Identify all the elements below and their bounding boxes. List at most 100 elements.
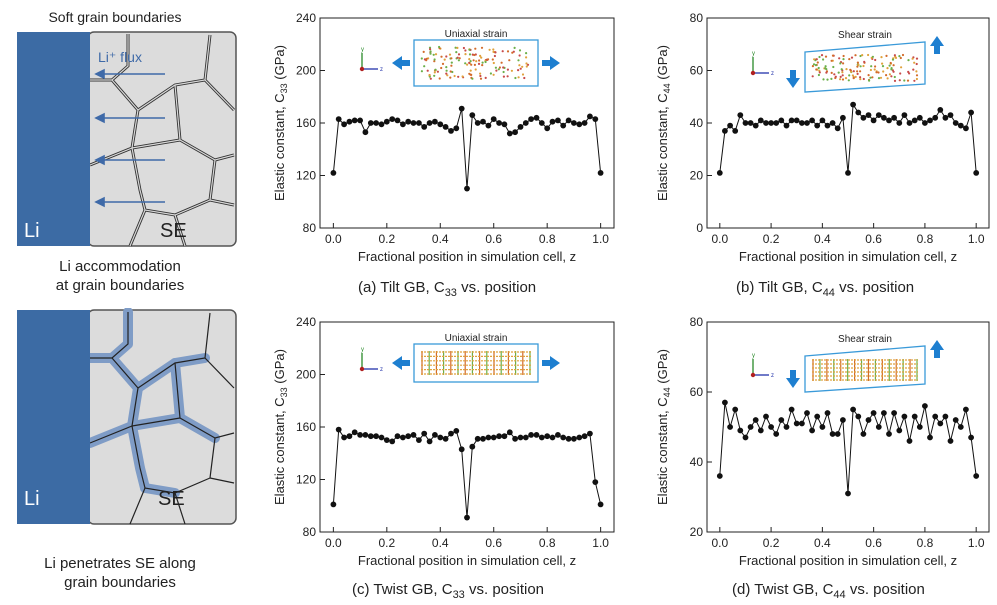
data-point: [560, 434, 567, 441]
data-point: [901, 112, 908, 118]
lattice-atom: [420, 70, 423, 73]
axis-triad-z-label: z: [380, 67, 383, 73]
strain-arrow-up: [930, 340, 944, 358]
lattice-atom: [842, 62, 845, 65]
x-tick-label: 0.4: [432, 232, 449, 246]
data-point: [763, 120, 769, 126]
data-point: [394, 433, 401, 440]
data-point: [362, 432, 369, 438]
data-point: [383, 437, 390, 443]
y-axis-label: Elastic constant, C33 (GPa): [272, 349, 289, 505]
lattice-atom: [517, 76, 520, 79]
data-point: [496, 120, 502, 126]
data-point: [742, 434, 749, 441]
data-point: [932, 413, 939, 420]
lattice-atom: [862, 64, 865, 68]
data-point: [855, 109, 862, 116]
strain-inset: y z Uniaxial strain: [359, 29, 560, 87]
data-point: [927, 434, 933, 441]
lattice-atom: [514, 76, 517, 80]
lattice-atom: [886, 67, 889, 70]
lattice-atom: [900, 66, 903, 69]
x-tick-label: 0.4: [432, 536, 449, 550]
lattice-atom: [824, 67, 827, 70]
lattice-atom: [453, 74, 456, 78]
lattice-atom: [811, 65, 814, 68]
y-tick-label: 20: [690, 169, 704, 183]
strain-arrow-right: [542, 356, 560, 370]
lattice-atom: [497, 68, 500, 71]
lattice-atom: [438, 77, 441, 80]
lattice-atom: [894, 56, 898, 60]
lattice-atom: [915, 62, 918, 66]
data-point: [421, 430, 428, 437]
lattice-atom: [474, 47, 477, 50]
lattice-atom: [911, 57, 914, 60]
data-point: [957, 424, 964, 430]
lattice-atom: [893, 75, 896, 79]
li-label-bottom: Li: [24, 488, 40, 510]
lattice-atom: [890, 75, 893, 78]
data-point: [335, 426, 342, 433]
y-tick-label: 60: [690, 385, 704, 399]
strain-inset: y z Shear strain: [750, 334, 944, 393]
lattice-atom: [913, 61, 916, 64]
data-point: [778, 417, 785, 423]
data-point: [351, 429, 358, 436]
x-tick-label: 1.0: [968, 232, 985, 246]
data-point: [973, 473, 980, 479]
lattice-atom: [525, 62, 528, 65]
lattice-atom: [434, 53, 438, 56]
x-tick-label: 0.0: [711, 232, 728, 246]
data-point: [845, 170, 851, 176]
y-tick-label: 200: [296, 64, 316, 78]
lattice-atom: [854, 75, 857, 78]
x-tick-label: 0.2: [763, 536, 780, 550]
lattice-atom: [445, 66, 448, 69]
lattice-atom: [443, 58, 446, 61]
data-point: [824, 122, 831, 129]
lattice-atom: [468, 58, 471, 61]
top-illustration-title: Soft grain boundaries: [48, 9, 182, 25]
x-tick-label: 0.6: [485, 232, 502, 246]
lattice-atom: [869, 76, 872, 79]
data-point: [727, 424, 733, 430]
data-point: [865, 112, 872, 118]
data-point: [968, 109, 974, 116]
lattice-atom: [448, 53, 452, 56]
lattice-atom: [422, 50, 425, 54]
lattice-atom: [830, 71, 833, 74]
data-point: [549, 118, 556, 125]
x-tick-label: 0.2: [378, 232, 395, 246]
data-point: [506, 130, 513, 137]
data-point: [840, 417, 846, 423]
data-point: [538, 120, 545, 126]
data-point: [597, 170, 604, 176]
data-point: [367, 120, 374, 126]
lattice-atom: [521, 73, 525, 76]
data-point: [501, 433, 508, 440]
data-point: [896, 427, 903, 434]
data-point: [963, 125, 969, 132]
lattice-atom: [817, 73, 820, 77]
bottom-illustration-caption-2: grain boundaries: [64, 574, 176, 591]
lattice-atom: [842, 54, 845, 58]
lattice-atom: [479, 72, 482, 75]
lattice-atom: [893, 54, 896, 57]
grain-boundaries-bottom: [89, 312, 235, 525]
lattice-atom: [854, 54, 857, 57]
lattice-atom: [433, 71, 436, 74]
caption-d: (d) Twist GB, C44 vs. position: [732, 581, 925, 601]
lattice-atom: [874, 58, 877, 62]
lattice-atom: [859, 54, 862, 58]
lattice-atom: [875, 71, 878, 74]
data-point: [906, 120, 913, 126]
lattice-atom: [817, 66, 820, 70]
data-point: [952, 417, 959, 423]
lattice-atom: [456, 56, 459, 59]
data-point: [788, 117, 795, 124]
data-point: [469, 112, 476, 118]
y-tick-label: 120: [296, 473, 316, 487]
data-point: [480, 118, 486, 125]
lattice-atom: [519, 67, 522, 70]
